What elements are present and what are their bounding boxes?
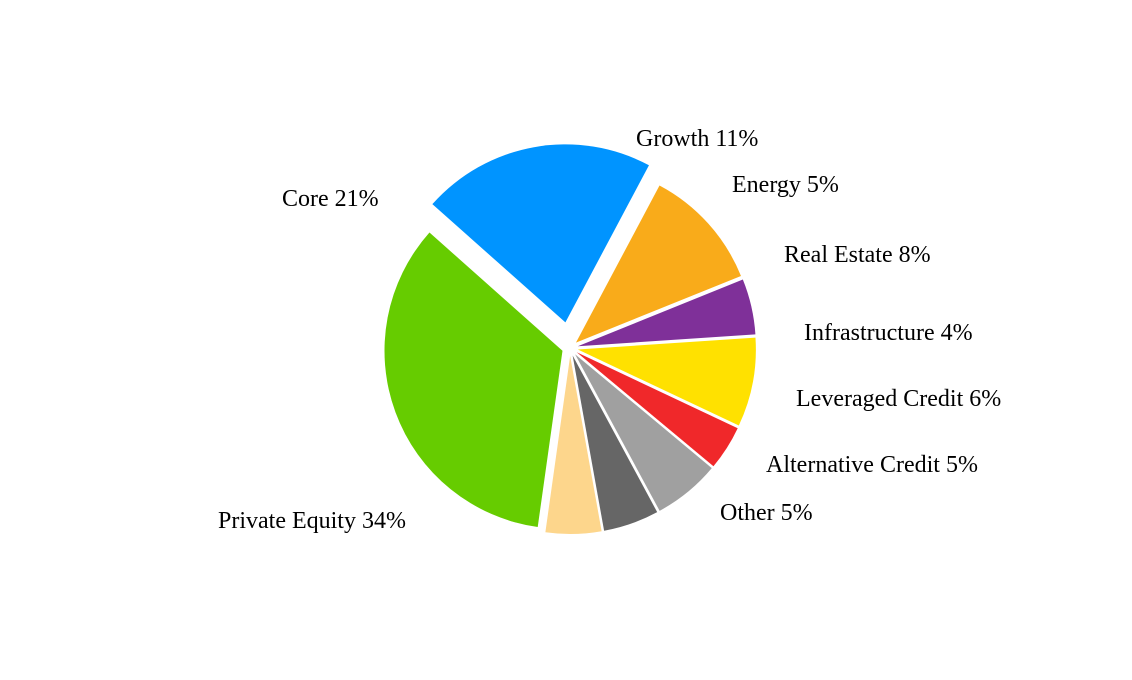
pie-labels: Growth 11% Energy 5% Real Estate 8% Infr… bbox=[218, 126, 1001, 534]
label-infrastructure: Infrastructure 4% bbox=[804, 320, 973, 346]
label-private-equity: Private Equity 34% bbox=[218, 508, 406, 534]
label-energy: Energy 5% bbox=[732, 172, 839, 198]
slice-core bbox=[432, 144, 649, 323]
label-growth: Growth 11% bbox=[636, 126, 758, 152]
slice-private-equity bbox=[384, 232, 563, 528]
slice-growth bbox=[575, 185, 741, 343]
label-alternative-credit: Alternative Credit 5% bbox=[766, 452, 978, 478]
label-real-estate: Real Estate 8% bbox=[784, 242, 931, 268]
slice-alternative-credit bbox=[572, 355, 658, 531]
label-other: Other 5% bbox=[720, 500, 813, 526]
slice-infrastructure bbox=[576, 352, 738, 467]
pie-slices bbox=[384, 144, 756, 535]
slice-real-estate bbox=[577, 337, 756, 426]
label-leveraged-credit: Leveraged Credit 6% bbox=[796, 386, 1001, 412]
slice-other bbox=[545, 356, 602, 535]
label-core: Core 21% bbox=[282, 186, 379, 212]
slice-energy bbox=[577, 279, 756, 347]
slice-leveraged-credit bbox=[575, 354, 712, 511]
